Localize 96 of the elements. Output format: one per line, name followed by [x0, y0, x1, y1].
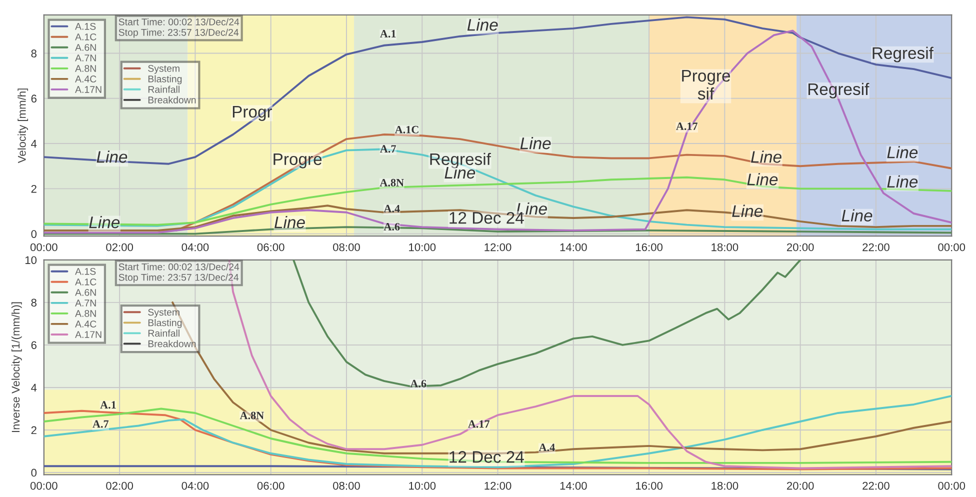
- legend-label: A.7N: [75, 300, 96, 306]
- annotation: Regresif: [808, 82, 870, 98]
- annotation: Line: [96, 150, 128, 163]
- annotation: A.17: [676, 122, 698, 130]
- x-tick-label: 14:00: [560, 482, 587, 490]
- annotation: Line: [274, 216, 305, 228]
- x-tick-label: 20:00: [786, 482, 814, 490]
- legend-label: Blasting: [148, 319, 182, 328]
- legend-label: A.8N: [75, 65, 96, 72]
- annotation: A.7: [92, 420, 109, 428]
- annotation: A.7: [380, 145, 396, 153]
- legend-label: A.17N: [75, 86, 102, 93]
- annotation: Line: [887, 175, 918, 188]
- annotation: Line: [732, 204, 763, 217]
- x-tick-label: 02:00: [106, 482, 134, 490]
- legend-label: A.7N: [75, 54, 96, 62]
- annotation: A.6: [410, 380, 426, 388]
- legend-label: Rainfall: [148, 86, 180, 93]
- y-tick-label: 10: [25, 256, 37, 264]
- x-tick-label: 18:00: [712, 482, 738, 490]
- annotation: Progre: [274, 153, 322, 168]
- x-tick-label: 10:00: [409, 243, 436, 252]
- annotation: A.1: [100, 401, 116, 409]
- legend-label: System: [148, 308, 180, 318]
- legend-label: A.1S: [75, 22, 96, 30]
- annotation: A.1: [380, 30, 396, 38]
- annotation: A.8N: [240, 412, 264, 420]
- x-tick-label: 16:00: [636, 482, 663, 490]
- annotation: Line: [887, 146, 918, 158]
- x-tick-label: 00:00: [30, 482, 58, 490]
- x-tick-label: 06:00: [257, 243, 284, 252]
- annotation: Start Time: 00:02 13/Dec/24 Stop Time: 23:57 13/Dec/24: [118, 18, 240, 38]
- annotation: Line: [467, 18, 498, 31]
- x-tick-label: 06:00: [257, 482, 284, 490]
- y-tick-label: 6: [31, 341, 36, 350]
- x-tick-label: 20:00: [786, 243, 814, 252]
- y-tick-label: 2: [31, 184, 36, 193]
- annotation: A.1C: [394, 126, 418, 134]
- y-tick-label: 0: [31, 468, 37, 477]
- legend-label: A.17N: [75, 331, 102, 338]
- x-tick-label: 14:00: [560, 243, 587, 252]
- annotation: A.4: [538, 444, 555, 452]
- x-tick-label: 16:00: [636, 243, 663, 252]
- line-series: [44, 204, 952, 232]
- x-tick-label: 22:00: [862, 482, 890, 490]
- x-tick-label: 12:00: [484, 482, 512, 490]
- y-tick-label: 8: [31, 298, 36, 307]
- y-tick-label: 8: [31, 50, 36, 58]
- x-tick-label: 22:00: [862, 243, 890, 252]
- y-tick-label: 0: [31, 230, 37, 238]
- legend-label: A.4C: [75, 76, 96, 82]
- x-tick-label: 12:00: [484, 243, 512, 252]
- x-tick-label: 00:00: [30, 243, 58, 252]
- legend-label: System: [148, 64, 180, 74]
- legend-label: Rainfall: [148, 330, 180, 337]
- y-tick-label: 4: [31, 140, 37, 148]
- legend-label: A.6N: [75, 44, 96, 51]
- annotation: 12 Dec 24: [450, 451, 524, 463]
- legend-label: A.1S: [75, 268, 96, 275]
- annotation: Line: [747, 173, 778, 186]
- legend-label: Breakdown: [148, 340, 196, 348]
- annotation: A.6: [384, 222, 400, 230]
- y-tick-label: 4: [31, 384, 37, 392]
- annotation: Line: [89, 216, 120, 228]
- y-tick-label: 6: [31, 94, 36, 103]
- x-tick-label: 04:00: [182, 482, 209, 490]
- annotation: Progr: [232, 106, 272, 121]
- x-tick-label: 08:00: [333, 482, 360, 490]
- x-tick-label: 00:00: [938, 243, 966, 252]
- legend-label: Blasting: [148, 75, 182, 84]
- annotation: Progre sif: [682, 70, 730, 100]
- legend-label: A.6N: [75, 289, 96, 296]
- annotation: Line: [520, 137, 551, 150]
- x-tick-label: 18:00: [712, 243, 738, 252]
- annotation: Regresif: [872, 46, 934, 62]
- y-axis-title: Inverse Velocity [1/(mm/h)]: [11, 302, 22, 432]
- line-series: [44, 30, 952, 234]
- y-tick-label: 2: [31, 426, 36, 434]
- annotation: A.8N: [380, 178, 404, 186]
- legend-label: Breakdown: [148, 96, 196, 104]
- legend-label: A.1C: [75, 278, 96, 286]
- annotation: Line: [444, 166, 476, 179]
- x-tick-label: 08:00: [333, 243, 360, 252]
- x-tick-label: 10:00: [409, 482, 436, 490]
- annotation: Line: [842, 209, 872, 222]
- annotation: A.4: [384, 204, 400, 212]
- x-tick-label: 00:00: [938, 482, 966, 490]
- x-tick-label: 04:00: [182, 243, 209, 252]
- y-axis-title: Velocity [mm/h]: [18, 88, 28, 164]
- annotation: Line: [751, 150, 782, 163]
- legend-label: A.4C: [75, 320, 96, 328]
- annotation: Start Time: 00:02 13/Dec/24 Stop Time: 23:57 13/Dec/24: [118, 263, 240, 283]
- legend-label: A.1C: [75, 33, 96, 40]
- x-tick-label: 02:00: [106, 243, 134, 252]
- annotation: Regresif: [430, 152, 491, 168]
- legend-label: A.8N: [75, 310, 96, 317]
